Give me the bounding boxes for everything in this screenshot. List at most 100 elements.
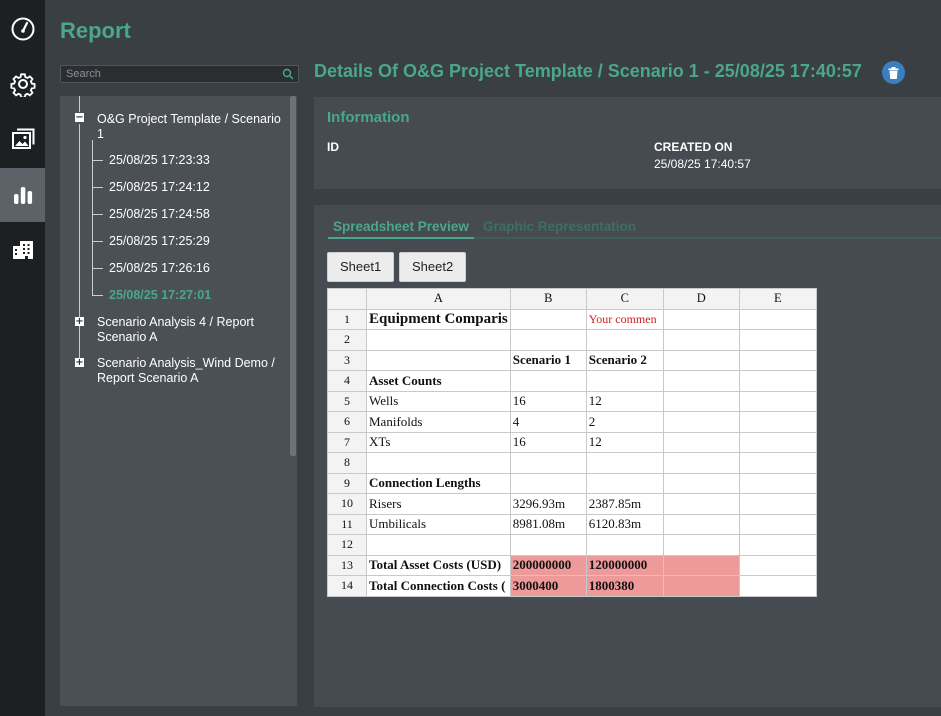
cell[interactable]: 120000000 [585,554,664,576]
cell[interactable]: Scenario 2 [585,349,664,371]
tree-node-child[interactable]: 25/08/25 17:24:12 [109,180,210,194]
cell[interactable]: Umbilicals [366,513,511,535]
row-header[interactable]: 14 [327,575,367,597]
cell[interactable]: XTs [366,431,511,453]
cell[interactable] [738,349,817,371]
cell[interactable] [662,534,740,556]
row-header[interactable]: 2 [327,329,367,351]
cell[interactable] [662,308,740,330]
cell[interactable]: Risers [366,493,511,515]
cell[interactable]: Connection Lengths [366,472,511,494]
cell[interactable] [738,308,817,330]
tree-node-child-selected[interactable]: 25/08/25 17:27:01 [109,288,212,302]
cell[interactable]: Asset Counts [366,370,511,392]
cell[interactable]: Total Asset Costs (USD) [366,554,511,576]
search-icon[interactable] [282,68,294,80]
tree-node-child[interactable]: 25/08/25 17:25:29 [109,234,210,248]
delete-report-button[interactable] [882,61,905,84]
row-header[interactable]: 13 [327,554,367,576]
cell[interactable] [662,431,740,453]
row-header[interactable]: 10 [327,493,367,515]
column-header[interactable]: A [366,288,511,310]
tree-node-child[interactable]: 25/08/25 17:26:16 [109,261,210,275]
cell[interactable]: Your commen [585,308,664,330]
row-header[interactable]: 12 [327,534,367,556]
tree-node-scenario-analysis-wind-demo[interactable]: Scenario Analysis_Wind Demo / Report Sce… [97,356,275,385]
cell[interactable]: 16 [509,390,587,412]
row-header[interactable]: 4 [327,370,367,392]
row-header[interactable]: 3 [327,349,367,371]
cell[interactable] [662,452,740,474]
cell[interactable]: Scenario 1 [509,349,587,371]
column-header[interactable]: D [662,288,740,310]
cell[interactable] [366,329,511,351]
cell[interactable] [738,575,817,597]
cell[interactable]: 12 [585,390,664,412]
row-header[interactable]: 6 [327,411,367,433]
tree-node-child[interactable]: 25/08/25 17:23:33 [109,153,210,167]
column-header[interactable]: E [738,288,817,310]
rail-settings-button[interactable] [0,57,45,111]
rail-gallery-button[interactable] [0,113,45,167]
tree-node-root[interactable]: O&G Project Template / Scenario 1 [97,112,281,141]
cell[interactable]: 2 [585,411,664,433]
tree-collapse-toggle[interactable]: − [75,112,84,123]
cell[interactable] [509,308,587,330]
cell[interactable] [509,329,587,351]
row-header[interactable]: 11 [327,513,367,535]
cell[interactable] [738,329,817,351]
cell[interactable]: Manifolds [366,411,511,433]
sheet1-button[interactable]: Sheet1 [327,252,395,282]
cell[interactable]: 8981.08m [509,513,587,535]
cell[interactable]: 200000000 [509,554,587,576]
cell[interactable] [662,554,740,576]
cell[interactable]: 1800380 [585,575,664,597]
tree-scrollbar[interactable] [289,96,297,706]
cell[interactable] [662,349,740,371]
cell[interactable] [738,411,817,433]
cell[interactable] [662,370,740,392]
tree-node-child[interactable]: 25/08/25 17:24:58 [109,207,210,221]
cell[interactable]: 2387.85m [585,493,664,515]
column-header[interactable]: C [585,288,664,310]
cell[interactable] [738,493,817,515]
cell[interactable] [738,390,817,412]
cell[interactable]: 16 [509,431,587,453]
row-header[interactable]: 7 [327,431,367,453]
cell[interactable] [366,349,511,371]
cell[interactable]: Total Connection Costs ( [366,575,511,597]
search-input[interactable] [66,66,271,82]
tree-scrollbar-thumb[interactable] [290,96,296,456]
row-header[interactable]: 1 [327,308,367,330]
cell[interactable] [509,534,587,556]
tree-node-scenario-analysis-4[interactable]: Scenario Analysis 4 / Report Scenario A [97,315,255,344]
cell[interactable]: 12 [585,431,664,453]
cell[interactable] [662,493,740,515]
row-header[interactable]: 5 [327,390,367,412]
cell[interactable] [738,370,817,392]
cell[interactable] [662,513,740,535]
cell[interactable] [585,452,664,474]
cell[interactable]: Wells [366,390,511,412]
cell[interactable] [662,472,740,494]
cell[interactable] [366,534,511,556]
cell[interactable] [585,472,664,494]
cell[interactable] [738,472,817,494]
cell[interactable] [662,390,740,412]
row-header[interactable]: 9 [327,472,367,494]
cell[interactable] [585,370,664,392]
cell[interactable] [509,370,587,392]
column-header[interactable]: B [509,288,587,310]
cell[interactable]: Equipment Comparis [366,308,511,330]
rail-dashboard-button[interactable] [0,2,45,56]
cell[interactable] [366,452,511,474]
tree-expand-toggle[interactable]: + [75,357,84,368]
cell[interactable] [738,431,817,453]
cell[interactable]: 4 [509,411,587,433]
tab-spreadsheet-preview[interactable]: Spreadsheet Preview [333,219,469,234]
cell[interactable] [738,452,817,474]
rail-reports-button[interactable] [0,168,45,222]
corner-cell[interactable] [327,288,367,310]
cell[interactable] [738,534,817,556]
cell[interactable]: 3000400 [509,575,587,597]
